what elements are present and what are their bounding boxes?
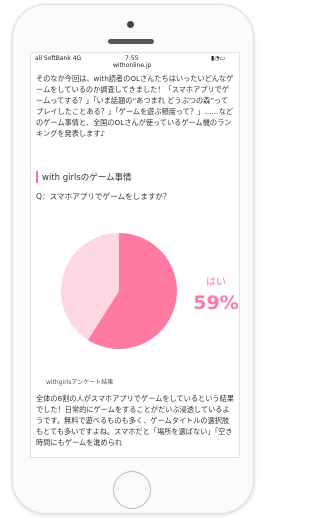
pie-chart: はい 59%: [31, 53, 239, 383]
page: {"status_bar":{"carrier":"all SoftBank 4…: [0, 0, 265, 519]
slice-label: はい: [206, 276, 226, 288]
home-button[interactable]: [113, 471, 151, 509]
speaker: [108, 39, 154, 44]
slice-value: 59%: [193, 292, 238, 314]
body-text: 全体の6割の人がスマホアプリでゲームをしているという結果でした！日常的にゲームを…: [36, 393, 234, 448]
caption: withgirlsアンケート結果: [46, 377, 113, 386]
screen: all SoftBank 4G 7:55 withonline.jp ▮◔▭ そ…: [30, 52, 240, 458]
camera: [127, 21, 134, 28]
